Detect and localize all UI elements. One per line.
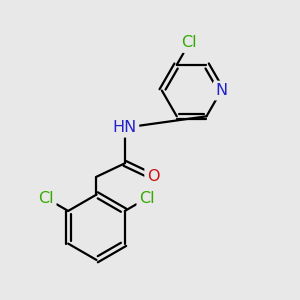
Text: O: O: [147, 169, 159, 184]
Text: N: N: [215, 83, 227, 98]
Text: Cl: Cl: [38, 191, 54, 206]
Text: Cl: Cl: [139, 191, 154, 206]
Text: HN: HN: [112, 120, 137, 135]
Text: Cl: Cl: [182, 35, 197, 50]
